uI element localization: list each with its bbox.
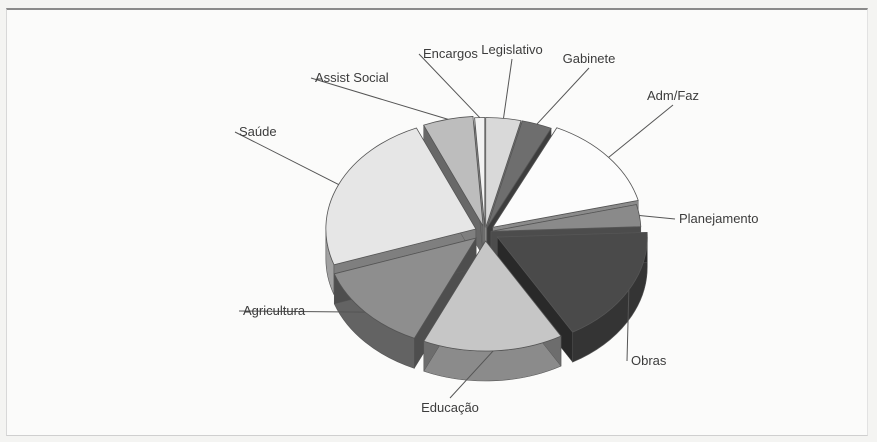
pie-slice-agricultura	[333, 237, 477, 339]
pie-slice-gabinete	[486, 120, 552, 228]
slice-label-gabinete: Gabinete	[563, 51, 616, 66]
pie-slice-legislativo	[485, 117, 522, 228]
slice-label-encargos: Encargos	[423, 46, 478, 61]
leader-line-gabinete	[536, 67, 590, 125]
slice-label-educacao: Educação	[421, 400, 479, 415]
chart-frame: Legislativo Gabinete Adm/Faz Planejamento Ob…	[6, 8, 868, 436]
pie-slice-educacao	[423, 240, 562, 352]
leader-line-adm-faz	[608, 104, 674, 158]
slice-label-obras: Obras	[631, 353, 667, 368]
slice-label-agricultura: Agricultura	[243, 303, 306, 318]
leader-line-encargos	[418, 53, 481, 118]
slice-label-adm-faz: Adm/Faz	[647, 88, 699, 103]
leader-line-educacao	[449, 350, 494, 399]
slice-label-assist-social: Assist Social	[315, 70, 389, 85]
leader-line-agricultura	[238, 310, 366, 313]
leader-line-saude	[234, 131, 339, 185]
pie-slice-assist-social	[423, 116, 484, 227]
leader-line-assist-social	[310, 77, 448, 120]
pie-slice-adm-faz	[491, 127, 639, 228]
leader-line-obras	[626, 289, 630, 362]
slice-label-saude: Saúde	[239, 124, 277, 139]
pie-chart: Legislativo Gabinete Adm/Faz Planejamento Ob…	[234, 42, 759, 415]
pie-slice-planejamento	[490, 204, 642, 232]
slice-label-legislativo: Legislativo	[481, 42, 542, 57]
pie-slice-saude	[325, 127, 477, 266]
leader-line-planejamento	[639, 215, 676, 220]
slice-label-planejamento: Planejamento	[679, 211, 759, 226]
leader-line-legislativo	[503, 58, 513, 119]
